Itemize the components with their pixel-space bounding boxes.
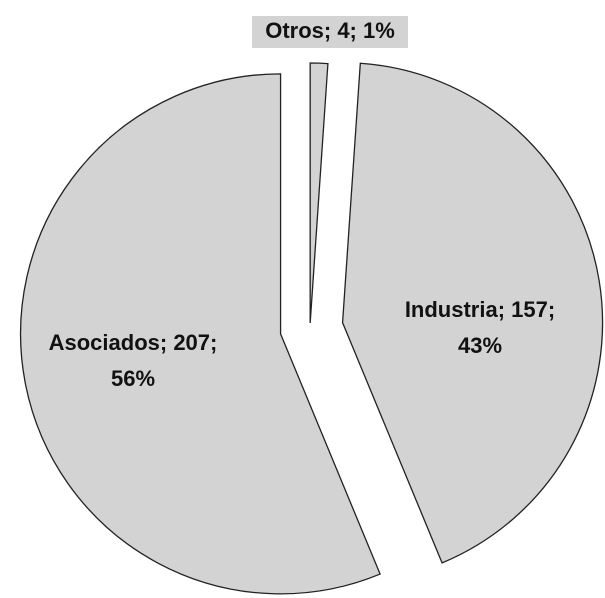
pie-slice — [19, 73, 381, 595]
slice-label: Asociados; 207; 56% — [49, 330, 218, 391]
slice-label: Otros; 4; 1% — [252, 16, 408, 48]
data-label: Industria; 157; — [405, 297, 555, 322]
slice-label: Industria; 157; 43% — [405, 297, 555, 358]
data-label: Otros; 4; 1% — [265, 18, 395, 43]
data-label: 43% — [458, 333, 502, 358]
label-box — [252, 16, 408, 48]
data-label: Asociados; 207; — [49, 330, 218, 355]
pie-slice — [309, 62, 329, 324]
pie-slice — [341, 62, 604, 564]
data-label: 56% — [111, 366, 155, 391]
